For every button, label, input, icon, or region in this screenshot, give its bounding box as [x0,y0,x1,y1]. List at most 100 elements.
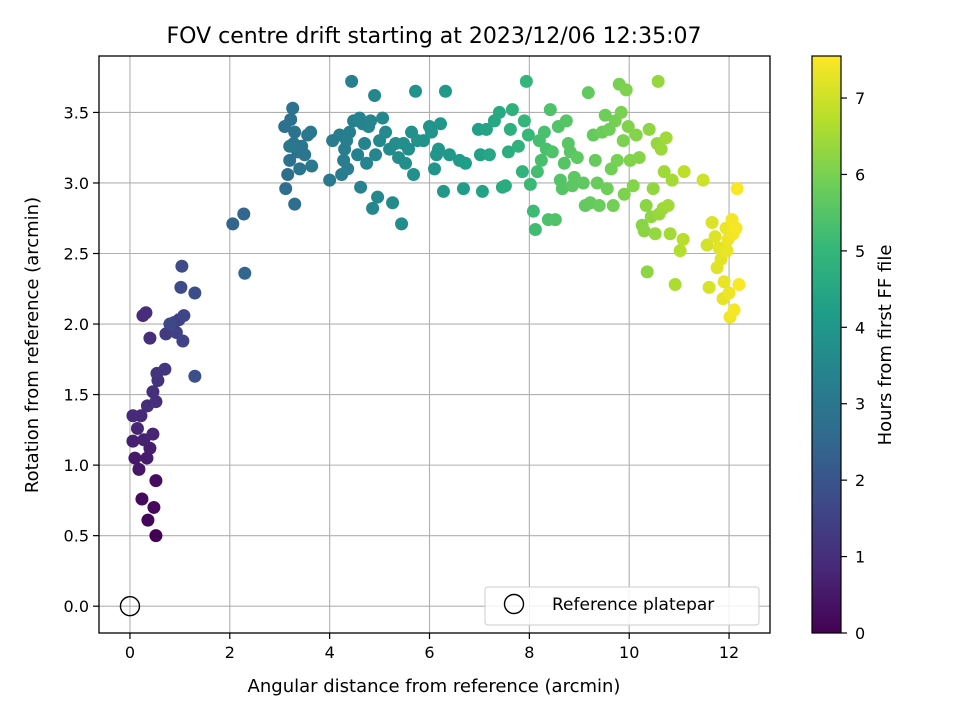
scatter-point [237,207,251,221]
y-tick-label: 3.0 [64,174,89,193]
scatter-point [632,151,646,165]
scatter-point [557,156,571,170]
scatter-point [345,74,359,88]
scatter-point [526,204,540,218]
scatter-point [149,529,163,543]
x-axis-label: Angular distance from reference (arcmin) [248,676,621,697]
scatter-point [175,259,189,273]
scatter-point [399,156,413,170]
legend-open-circle-icon [503,593,525,615]
scatter-point [702,280,716,294]
scatter-point [621,120,635,134]
scatter-point [409,84,423,98]
x-axis-ticks: 0 2 4 6 8 10 12 [125,633,739,662]
scatter-point [174,280,188,294]
scatter-point [458,156,472,170]
grid-lines [99,56,770,633]
scatter-point [135,492,149,506]
scatter-point [515,165,529,179]
scatter-point [722,286,736,300]
scatter-point [661,199,675,213]
y-tick-label: 2.0 [64,315,89,334]
x-tick-label: 12 [719,643,739,662]
colorbar-ticks: 0 1 2 3 4 5 6 7 [841,89,865,643]
y-tick-label: 2.5 [64,245,89,264]
scatter-point [428,162,441,176]
scatter-point [654,142,668,156]
scatter-point [720,244,734,258]
scatter-point [642,122,656,136]
x-tick-label: 4 [325,643,335,662]
scatter-point [588,153,602,167]
scatter-point [226,217,240,231]
scatter-point [730,182,744,196]
scatter-point [159,327,173,341]
scatter-point [729,221,743,235]
scatter-point [696,173,710,187]
colorbar-tick-label: 7 [855,89,865,108]
legend-label: Reference platepar [552,595,714,615]
colorbar-tick-label: 6 [855,165,865,184]
colorbar-tick-label: 2 [855,471,865,490]
scatter-point [293,162,307,176]
scatter-point [376,111,390,125]
scatter-point [555,182,569,196]
scatter-point [676,232,690,246]
scatter-point [442,148,456,162]
reference-marker-layer [119,595,141,617]
scatter-point [279,182,293,196]
scatter-point [368,89,382,103]
scatter-point [140,451,154,465]
scatter-point [417,134,431,148]
scatter-point [657,165,671,179]
reference-point [119,595,141,617]
scatter-point [126,434,140,448]
x-tick-label: 6 [424,643,434,662]
scatter-point [617,187,631,201]
colorbar-tick-label: 1 [855,548,865,567]
scatter-point [677,165,691,179]
scatter-point [288,125,302,139]
scatter-point [146,385,160,399]
scatter-point [364,114,378,128]
scatter-point [559,114,573,128]
scatter-point [492,105,506,119]
y-tick-label: 3.5 [64,103,89,122]
scatter-point [646,182,660,196]
scatter-point [425,125,439,139]
scatter-point [146,427,160,441]
scatter-point [395,217,409,231]
colorbar-tick-label: 5 [855,242,865,261]
x-tick-label: 2 [225,643,235,662]
scatter-point [668,278,682,292]
y-axis-ticks: 0.0 0.5 1.0 1.5 2.0 2.5 3.0 3.5 [64,103,99,616]
scatter-point [548,213,562,227]
scatter-point [606,199,620,213]
scatter-point [590,176,604,190]
scatter-point [473,148,487,162]
scatter-point [530,165,544,179]
scatter-point [610,153,624,167]
scatter-point [511,139,525,153]
scatter-point [281,168,295,182]
scatter-point [130,421,144,435]
scatter-point [663,227,677,241]
scatter-point [637,224,651,238]
scatter-point [176,334,190,348]
scatter-point [651,74,665,88]
scatter-point [528,223,542,237]
scatter-point [479,122,493,136]
scatter-point [358,136,372,150]
scatter-point [128,451,142,465]
scatter-point [360,156,374,170]
scatter-point [188,286,202,300]
scatter-point [598,108,612,122]
scatter-point [288,197,302,211]
scatter-point [283,153,297,167]
scatter-point [648,227,662,241]
scatter-point [523,177,537,191]
scatter-point [126,409,140,423]
scatter-point [284,112,298,126]
scatter-point [286,101,300,115]
scatter-point [629,128,643,142]
